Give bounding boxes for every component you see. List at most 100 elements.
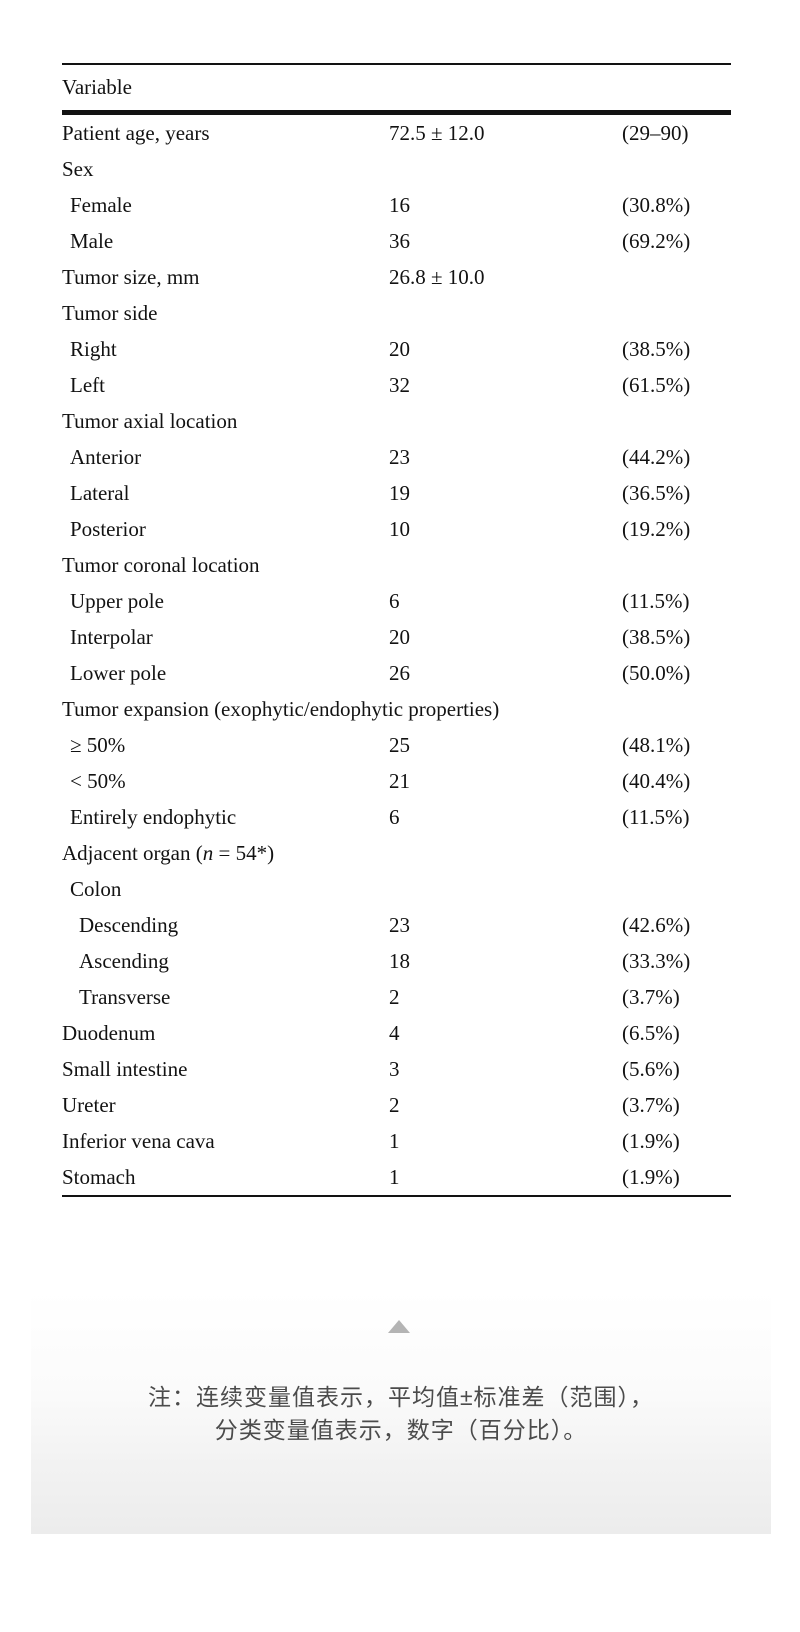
row-value: 2 xyxy=(389,1093,400,1117)
row-percent: (5.6%) xyxy=(622,1057,680,1081)
row-label: ≥ 50% xyxy=(70,733,126,757)
row-percent xyxy=(622,835,731,871)
row-percent: (50.0%) xyxy=(622,661,691,685)
row-percent xyxy=(622,691,731,727)
row-percent: (11.5%) xyxy=(622,805,690,829)
table-top-rule xyxy=(62,63,731,65)
row-percent: (1.9%) xyxy=(622,1129,680,1153)
row-percent: (11.5%) xyxy=(622,589,690,613)
table-note: 注：连续变量值表示，平均值±标准差（范围）， 分类变量值表示，数字（百分比）。 xyxy=(31,1381,771,1447)
row-label: Inferior vena cava xyxy=(62,1129,215,1153)
row-label: Entirely endophytic xyxy=(70,805,237,829)
table-row: Entirely endophytic 6 (11.5%) xyxy=(62,799,731,835)
row-value: 26.8 ± 10.0 xyxy=(389,265,485,289)
row-label-italic-part: n xyxy=(202,841,214,865)
row-label: Posterior xyxy=(70,517,146,541)
table-row: Small intestine 3 (5.6%) xyxy=(62,1051,731,1087)
table-row: Anterior 23 (44.2%) xyxy=(62,439,731,475)
row-label: Ureter xyxy=(62,1093,116,1117)
row-label: Tumor side xyxy=(62,301,158,325)
row-label: < 50% xyxy=(70,769,126,793)
row-percent: (44.2%) xyxy=(622,445,691,469)
table-row: Colon xyxy=(62,871,731,907)
row-value: 32 xyxy=(389,373,410,397)
row-label: Adjacent organ (n = 54*) xyxy=(62,835,389,871)
table-row: Tumor side xyxy=(62,295,731,331)
row-label: Colon xyxy=(70,877,122,901)
row-percent: (38.5%) xyxy=(622,337,691,361)
row-value: 21 xyxy=(389,769,410,793)
row-value: 18 xyxy=(389,949,410,973)
row-label: Tumor axial location xyxy=(62,409,238,433)
row-value xyxy=(389,871,622,907)
row-value: 72.5 ± 12.0 xyxy=(389,121,485,145)
row-value: 19 xyxy=(389,481,410,505)
row-percent: (69.2%) xyxy=(622,229,691,253)
row-label-part: = 54*) xyxy=(213,841,275,865)
row-label: Stomach xyxy=(62,1165,136,1189)
table-bottom-rule xyxy=(62,1195,731,1197)
row-percent: (19.2%) xyxy=(622,517,691,541)
row-label: Sex xyxy=(62,157,94,181)
table-row: Interpolar 20 (38.5%) xyxy=(62,619,731,655)
row-value: 20 xyxy=(389,337,410,361)
row-percent xyxy=(622,403,731,439)
row-label: Upper pole xyxy=(70,589,164,613)
table-row: Inferior vena cava 1 (1.9%) xyxy=(62,1123,731,1159)
row-value xyxy=(389,151,622,187)
row-label: Right xyxy=(70,337,117,361)
table-row: Adjacent organ (n = 54*) xyxy=(62,835,731,871)
row-label: Interpolar xyxy=(70,625,153,649)
row-percent: (48.1%) xyxy=(622,733,691,757)
table-row: Tumor axial location xyxy=(62,403,731,439)
row-value: 10 xyxy=(389,517,410,541)
table-note-line1: 注：连续变量值表示，平均值±标准差（范围）， xyxy=(147,1384,655,1410)
row-percent xyxy=(622,259,731,295)
row-value: 1 xyxy=(389,1165,400,1189)
row-value xyxy=(389,835,622,871)
row-value: 26 xyxy=(389,661,410,685)
row-value: 1 xyxy=(389,1129,400,1153)
collapse-up-triangle-icon[interactable] xyxy=(388,1320,410,1333)
row-value xyxy=(389,403,622,439)
row-percent: (29–90) xyxy=(622,121,689,145)
table-body: Patient age, years 72.5 ± 12.0 (29–90) Sex F… xyxy=(62,115,731,1195)
row-value: 20 xyxy=(389,625,410,649)
row-label: Left xyxy=(70,373,105,397)
table-row: Upper pole 6 (11.5%) xyxy=(62,583,731,619)
row-label: Ascending xyxy=(79,949,169,973)
table-row: Right 20 (38.5%) xyxy=(62,331,731,367)
row-value xyxy=(389,547,622,583)
table-row: Left 32 (61.5%) xyxy=(62,367,731,403)
row-percent: (1.9%) xyxy=(622,1165,680,1189)
table-row: Sex xyxy=(62,151,731,187)
table-row: ≥ 50% 25 (48.1%) xyxy=(62,727,731,763)
row-percent: (40.4%) xyxy=(622,769,691,793)
row-value xyxy=(389,295,622,331)
row-label: Transverse xyxy=(79,985,171,1009)
row-value: 3 xyxy=(389,1057,400,1081)
row-label: Duodenum xyxy=(62,1021,156,1045)
row-value: 4 xyxy=(389,1021,400,1045)
row-percent: (33.3%) xyxy=(622,949,691,973)
table-row: Tumor size, mm 26.8 ± 10.0 xyxy=(62,259,731,295)
row-percent: (3.7%) xyxy=(622,1093,680,1117)
row-percent xyxy=(622,871,731,907)
table-row: Patient age, years 72.5 ± 12.0 (29–90) xyxy=(62,115,731,151)
table-row: Transverse 2 (3.7%) xyxy=(62,979,731,1015)
patient-characteristics-table: Variable Patient age, years 72.5 ± 12.0 (2… xyxy=(62,63,731,1197)
row-label: Tumor expansion (exophytic/endophytic pr… xyxy=(62,697,500,721)
row-label: Anterior xyxy=(70,445,142,469)
table-row: Tumor coronal location xyxy=(62,547,731,583)
row-label-part: Adjacent organ ( xyxy=(62,841,203,865)
row-value: 25 xyxy=(389,733,410,757)
row-label: Female xyxy=(70,193,132,217)
row-percent: (30.8%) xyxy=(622,193,691,217)
table-row: Descending 23 (42.6%) xyxy=(62,907,731,943)
row-percent: (61.5%) xyxy=(622,373,691,397)
table-row: Ascending 18 (33.3%) xyxy=(62,943,731,979)
row-percent xyxy=(622,547,731,583)
row-label: Lateral xyxy=(70,481,130,505)
row-label: Male xyxy=(70,229,114,253)
row-label: Patient age, years xyxy=(62,121,210,145)
